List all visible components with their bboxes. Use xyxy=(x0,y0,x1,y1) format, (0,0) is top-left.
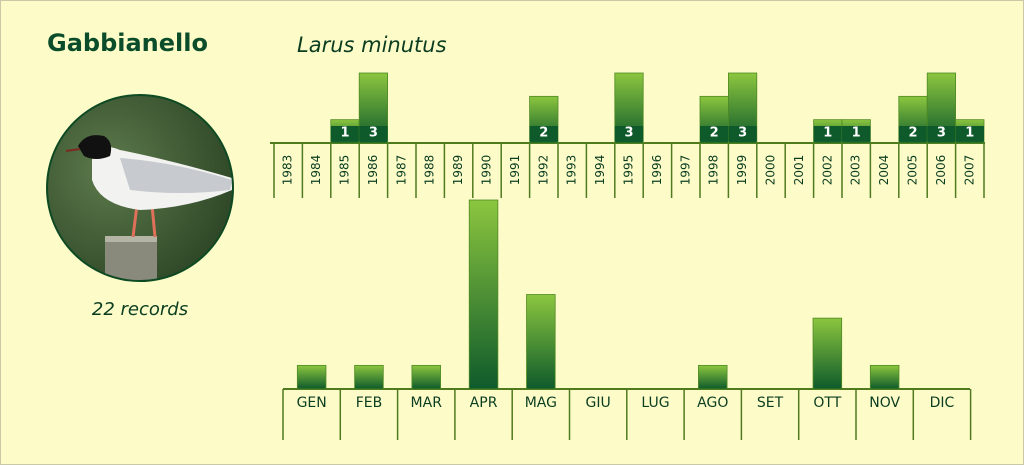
value-label: 2 xyxy=(710,126,719,141)
x-tick-label: 1988 xyxy=(423,155,437,186)
x-tick-label: AGO xyxy=(697,395,728,411)
x-tick-label: 2001 xyxy=(792,155,806,186)
x-tick-label: 1983 xyxy=(281,155,295,186)
value-label: 3 xyxy=(738,126,747,141)
label-strip xyxy=(359,126,388,141)
bar xyxy=(411,364,441,390)
x-tick-label: SET xyxy=(757,395,784,411)
bar xyxy=(812,317,843,390)
value-label: 1 xyxy=(852,126,861,141)
label-strip xyxy=(813,126,842,141)
bar xyxy=(526,294,556,390)
x-tick-label: 2000 xyxy=(764,155,778,186)
value-label: 3 xyxy=(624,126,633,141)
x-tick-label: DIC xyxy=(930,395,955,411)
x-tick-label: GIU xyxy=(586,395,611,411)
label-strip xyxy=(614,126,644,141)
x-tick-label: 1993 xyxy=(565,155,579,186)
value-label: 1 xyxy=(965,126,974,141)
photo xyxy=(46,94,234,282)
x-tick-label: MAR xyxy=(411,395,443,411)
x-tick-label: 2007 xyxy=(962,155,976,186)
x-tick-label: 2004 xyxy=(877,155,891,186)
label-strip xyxy=(842,126,871,141)
value-label: 1 xyxy=(340,126,349,141)
x-tick-label: FEB xyxy=(356,395,383,411)
x-tick-label: 1997 xyxy=(678,155,692,186)
subtitle: Larus minutus xyxy=(297,33,447,57)
x-tick-label: 1985 xyxy=(338,155,352,186)
value-label: 2 xyxy=(908,126,917,141)
x-tick-label: 1998 xyxy=(707,155,721,186)
x-tick-label: GEN xyxy=(297,395,327,411)
bar xyxy=(468,199,499,390)
label-strip xyxy=(955,126,984,141)
value-label: 3 xyxy=(369,126,378,141)
x-tick-label: 1991 xyxy=(508,155,522,186)
x-tick-label: 1986 xyxy=(366,155,380,186)
value-label: 3 xyxy=(937,126,946,141)
label-strip xyxy=(330,126,360,141)
label-strip xyxy=(529,126,558,141)
x-tick-label: 1994 xyxy=(593,155,607,186)
x-tick-label: 1995 xyxy=(622,155,636,186)
bar xyxy=(354,364,384,390)
x-tick-label: LUG xyxy=(641,395,669,411)
label-strip xyxy=(728,126,757,141)
x-tick-label: APR xyxy=(470,395,498,411)
x-tick-label: 1987 xyxy=(394,155,408,186)
value-label: 1 xyxy=(823,126,832,141)
bar xyxy=(869,364,900,390)
label-strip xyxy=(898,126,928,141)
label-strip xyxy=(700,126,729,141)
x-tick-label: 1996 xyxy=(650,155,664,186)
x-tick-label: OTT xyxy=(813,395,841,411)
x-tick-label: MAG xyxy=(525,395,557,411)
x-tick-label: 1999 xyxy=(735,155,749,186)
x-tick-label: 1992 xyxy=(536,155,550,186)
x-tick-label: 2002 xyxy=(820,155,834,186)
title: Gabbianello xyxy=(47,29,208,57)
x-tick-label: 1989 xyxy=(451,155,465,186)
x-tick-label: 1990 xyxy=(480,155,494,186)
x-tick-label: 1984 xyxy=(309,155,323,186)
bar xyxy=(698,364,728,390)
bar xyxy=(296,364,327,390)
value-label: 2 xyxy=(539,126,548,141)
x-tick-label: 2003 xyxy=(849,155,863,186)
x-tick-label: NOV xyxy=(869,395,900,411)
x-tick-label: 2005 xyxy=(906,155,920,186)
x-tick-label: 2006 xyxy=(934,155,948,186)
label-strip xyxy=(927,126,956,141)
records-count: 22 records xyxy=(92,299,188,320)
charts: 1983 1984 1 1985 3 1986 1987 1988 1989 1990 1991 2 1… xyxy=(270,72,985,440)
